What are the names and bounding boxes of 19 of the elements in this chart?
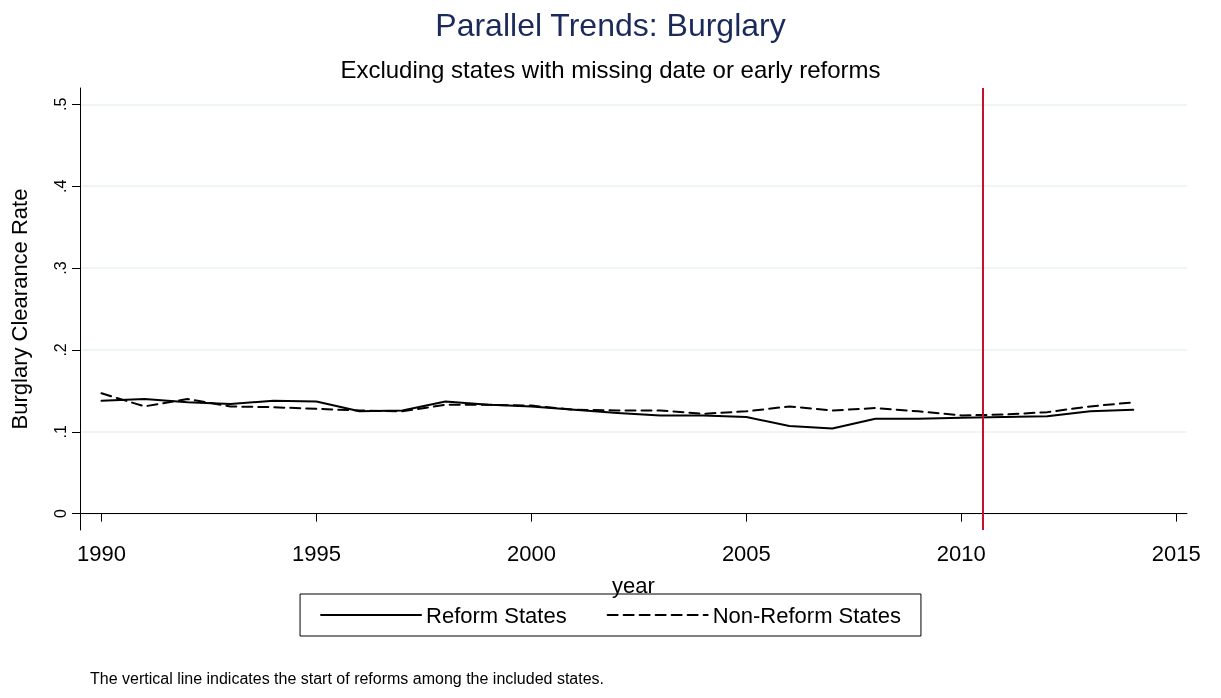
y-tick-label: .4 [51, 179, 69, 193]
chart-subtitle: Excluding states with missing date or early reforms [340, 55, 881, 83]
x-tick-label: 2005 [721, 540, 771, 566]
y-tick-label: 0 [51, 509, 69, 519]
x-tick-label: 2015 [1151, 540, 1201, 566]
y-tick-label: .1 [51, 425, 69, 439]
y-tick-label: .2 [51, 343, 69, 357]
x-tick-label: 1990 [77, 540, 126, 566]
chart-title: Parallel Trends: Burglary [435, 7, 786, 43]
y-tick-label: .5 [51, 97, 69, 112]
y-axis-title: Burglary Clearance Rate [6, 188, 32, 430]
text: The vertical line indicates the start of reforms among the included states. [90, 669, 605, 687]
x-tick-label: 2000 [506, 540, 556, 566]
x-tick-label: 2010 [936, 540, 986, 566]
legend-label: Non-Reform States [712, 602, 901, 628]
y-tick-label: .3 [51, 261, 69, 275]
legend-label: Reform States [426, 602, 567, 628]
x-tick-label: 1995 [291, 540, 341, 566]
x-axis-title: year [612, 572, 655, 598]
